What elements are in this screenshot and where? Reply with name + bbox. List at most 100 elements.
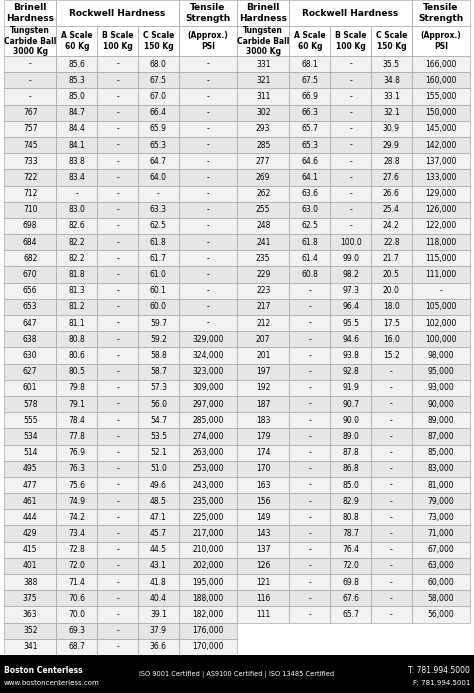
Bar [237, 477, 290, 493]
Text: 28.8: 28.8 [383, 157, 400, 166]
Bar [97, 396, 138, 412]
Bar [330, 590, 371, 606]
Bar [330, 283, 371, 299]
Text: (Approx.)
PSI: (Approx.) PSI [188, 31, 228, 51]
Bar [56, 169, 97, 186]
Text: 262: 262 [256, 189, 270, 198]
Bar [330, 461, 371, 477]
Bar [330, 234, 371, 250]
Text: B Scale
100 Kg: B Scale 100 Kg [102, 31, 133, 51]
Bar [97, 105, 138, 121]
Text: -: - [309, 286, 311, 295]
Text: 24.2: 24.2 [383, 222, 400, 231]
Text: 163: 163 [256, 480, 271, 489]
Bar [237, 444, 290, 461]
Bar [237, 56, 290, 72]
Bar [97, 558, 138, 574]
Bar [330, 250, 371, 267]
Text: 269: 269 [256, 173, 271, 182]
Bar [412, 137, 470, 153]
Bar [237, 525, 290, 542]
Bar [4, 186, 56, 202]
Text: 137: 137 [256, 545, 271, 554]
Bar [97, 347, 138, 364]
Bar [371, 137, 412, 153]
Bar [179, 0, 237, 26]
Text: 60.1: 60.1 [150, 286, 167, 295]
Text: 39.1: 39.1 [150, 610, 167, 619]
Text: Rockwell Hardness: Rockwell Hardness [302, 8, 399, 17]
Text: -: - [116, 76, 119, 85]
Text: 98,000: 98,000 [428, 351, 454, 360]
Text: -: - [29, 92, 32, 101]
Text: 111,000: 111,000 [425, 270, 456, 279]
Bar [412, 105, 470, 121]
Text: 79.1: 79.1 [68, 400, 85, 409]
Bar [237, 558, 290, 574]
Text: -: - [309, 416, 311, 425]
Bar [56, 590, 97, 606]
Text: 58.7: 58.7 [150, 367, 167, 376]
Bar [4, 315, 56, 331]
Bar [179, 558, 237, 574]
Text: 653: 653 [23, 302, 37, 311]
Bar [4, 639, 56, 655]
Bar [97, 234, 138, 250]
Text: 182,000: 182,000 [192, 610, 224, 619]
Bar [290, 202, 330, 218]
Text: -: - [390, 545, 393, 554]
Bar [4, 267, 56, 283]
Bar [4, 558, 56, 574]
Text: -: - [116, 448, 119, 457]
Bar [56, 202, 97, 218]
Bar [97, 606, 138, 622]
Text: 630: 630 [23, 351, 37, 360]
Text: A Scale
60 Kg: A Scale 60 Kg [294, 31, 326, 51]
Bar [371, 590, 412, 606]
Text: 116: 116 [256, 594, 270, 603]
Bar [412, 347, 470, 364]
Text: 61.0: 61.0 [150, 270, 167, 279]
Bar [138, 525, 179, 542]
Bar [412, 542, 470, 558]
Text: 143: 143 [256, 529, 271, 538]
Bar [179, 234, 237, 250]
Text: 82.6: 82.6 [68, 222, 85, 231]
Bar [97, 202, 138, 218]
Text: 82.9: 82.9 [342, 497, 359, 506]
Bar [4, 331, 56, 347]
Text: -: - [207, 205, 209, 214]
Text: -: - [116, 610, 119, 619]
Bar [4, 606, 56, 622]
Text: 217: 217 [256, 302, 270, 311]
Bar [56, 186, 97, 202]
Text: 82.2: 82.2 [69, 238, 85, 247]
Text: 72.0: 72.0 [68, 561, 85, 570]
Bar [412, 590, 470, 606]
Text: -: - [309, 464, 311, 473]
Text: 90,000: 90,000 [428, 400, 454, 409]
Bar [290, 477, 330, 493]
Text: 48.5: 48.5 [150, 497, 167, 506]
Bar [56, 121, 97, 137]
Bar [237, 428, 290, 444]
Bar [290, 444, 330, 461]
Text: -: - [116, 222, 119, 231]
Bar [371, 72, 412, 89]
Text: 63.6: 63.6 [301, 189, 319, 198]
Text: Brinell
Hardness: Brinell Hardness [6, 3, 54, 23]
Bar [56, 542, 97, 558]
Text: -: - [116, 92, 119, 101]
Bar [179, 509, 237, 525]
Bar [97, 574, 138, 590]
Text: -: - [390, 610, 393, 619]
Bar [138, 444, 179, 461]
Text: 77.8: 77.8 [68, 432, 85, 441]
Bar [97, 137, 138, 153]
Text: 401: 401 [23, 561, 37, 570]
Text: 57.3: 57.3 [150, 383, 167, 392]
Bar [179, 218, 237, 234]
Bar [290, 299, 330, 315]
Text: 68.0: 68.0 [150, 60, 167, 69]
Bar [412, 72, 470, 89]
